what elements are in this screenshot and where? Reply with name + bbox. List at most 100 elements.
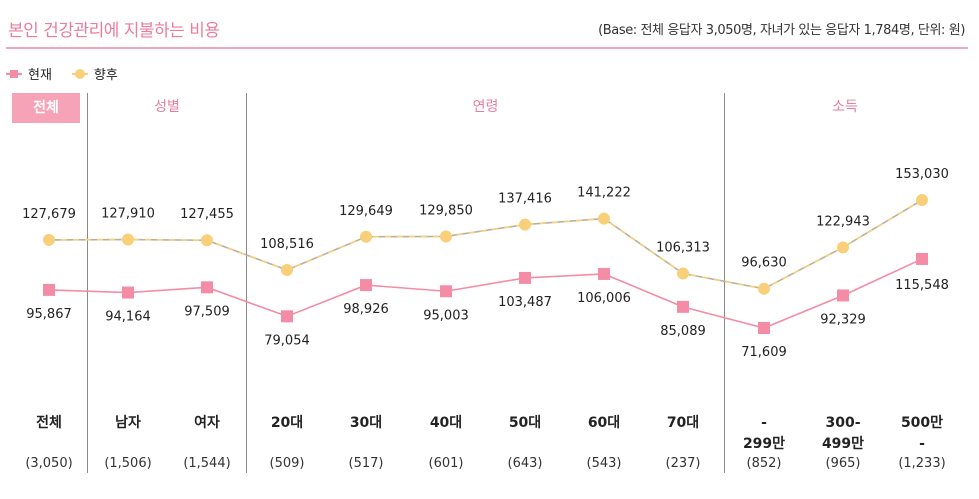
data-label-current: 79,054 — [264, 333, 310, 348]
legend-label-current: 현재 — [28, 68, 52, 83]
category-label: 300- 499만 — [803, 413, 883, 455]
category-label-line: - — [761, 415, 767, 431]
group-label-total: 전체 — [12, 93, 80, 123]
data-point-future — [916, 194, 928, 207]
title-divider — [6, 47, 968, 49]
data-label-current: 97,509 — [184, 304, 230, 319]
group-label-age: 연령 — [472, 99, 499, 115]
category-label-line: 전체 — [36, 415, 62, 431]
data-label-current: 95,003 — [423, 308, 469, 323]
data-label-current: 95,867 — [26, 307, 72, 322]
category-label: 500만 - — [882, 413, 962, 455]
category-label-line: - — [919, 436, 925, 452]
data-label-current: 94,164 — [105, 310, 151, 325]
category-label-line: 299만 — [742, 436, 786, 452]
category-label: 여자 — [167, 413, 247, 434]
data-point-future — [43, 233, 55, 246]
data-label-future: 127,455 — [180, 207, 234, 222]
data-point-future — [281, 264, 293, 277]
sample-size-label: (509) — [269, 456, 305, 471]
legend-item-current: 현재 — [6, 64, 52, 83]
data-point-current — [837, 289, 849, 302]
category-label-line: 70대 — [666, 415, 700, 431]
data-point-future — [360, 230, 372, 243]
circle-marker-icon — [71, 68, 88, 79]
sample-size-label: (965) — [825, 456, 861, 471]
sample-size-label: (543) — [586, 456, 622, 471]
data-point-current — [281, 310, 293, 323]
category-label-line: 남자 — [115, 415, 141, 431]
category-label-line: 300- — [825, 415, 861, 431]
data-label-future: 141,222 — [577, 186, 631, 201]
sample-size-label: (517) — [348, 456, 384, 471]
category-label-line: 50대 — [508, 415, 542, 431]
sample-size-label: (1,233) — [898, 456, 946, 471]
data-label-current: 98,926 — [343, 302, 389, 317]
category-label: 전체 — [9, 413, 89, 434]
data-label-future: 96,630 — [741, 256, 787, 271]
square-marker-icon — [6, 69, 22, 79]
category-label-line: 40대 — [429, 415, 463, 431]
data-label-current: 115,548 — [895, 278, 949, 293]
data-point-future — [598, 212, 610, 225]
data-point-future — [201, 234, 213, 247]
category-label-line: 500만 — [900, 415, 944, 431]
data-point-current — [916, 252, 928, 265]
sample-size-label: (852) — [746, 456, 782, 471]
data-label-future: 127,679 — [22, 207, 76, 222]
sample-size-label: (1,544) — [183, 456, 231, 471]
series-line-current — [48, 258, 923, 329]
legend-label-future: 향후 — [93, 68, 118, 83]
group-divider — [87, 93, 88, 473]
data-label-current: 85,089 — [660, 324, 706, 339]
data-label-future: 106,313 — [656, 240, 710, 255]
base-note: (Base: 전체 응답자 3,050명, 자녀가 있는 응답자 1,784명,… — [598, 23, 965, 38]
series-line-future-dash — [48, 199, 923, 290]
sample-size-label: (1,506) — [104, 456, 152, 471]
category-label: 30대 — [326, 413, 406, 434]
data-label-current: 71,609 — [741, 345, 787, 360]
data-point-future — [677, 267, 689, 280]
data-point-current — [519, 271, 531, 284]
data-label-future: 129,649 — [339, 204, 393, 219]
chart-title: 본인 건강관리에 지불하는 비용 — [8, 21, 220, 41]
data-label-future: 153,030 — [895, 167, 949, 182]
category-label-line: 60대 — [587, 415, 621, 431]
data-point-current — [758, 322, 770, 335]
category-label-line: 499만 — [821, 436, 865, 452]
category-label: 40대 — [406, 413, 486, 434]
category-label: 70대 — [643, 413, 723, 434]
category-label: - 299만 — [724, 413, 804, 455]
data-label-future: 137,416 — [498, 192, 552, 207]
data-label-future: 108,516 — [260, 237, 314, 252]
data-point-future — [758, 282, 770, 295]
category-label: 남자 — [88, 413, 168, 434]
category-label-line: 30대 — [349, 415, 383, 431]
legend-item-future: 향후 — [71, 64, 118, 83]
data-point-current — [598, 267, 610, 280]
legend: 현재 향후 — [6, 64, 132, 83]
sample-size-label: (3,050) — [25, 456, 73, 471]
data-point-current — [360, 279, 372, 292]
category-label-line: 여자 — [194, 415, 220, 431]
data-point-future — [837, 241, 849, 254]
data-label-current: 92,329 — [820, 312, 866, 327]
category-label-line: 20대 — [270, 415, 304, 431]
data-point-future — [519, 218, 531, 231]
data-point-current — [440, 285, 452, 298]
group-divider — [246, 93, 247, 473]
data-point-current — [201, 281, 213, 294]
data-point-current — [43, 283, 55, 296]
data-label-current: 103,487 — [498, 295, 552, 310]
data-label-future: 127,910 — [101, 207, 155, 222]
data-label-future: 129,850 — [419, 203, 473, 218]
group-label-income: 소득 — [832, 99, 858, 115]
group-divider — [724, 93, 725, 473]
category-label: 60대 — [564, 413, 644, 434]
data-label-future: 122,943 — [816, 214, 870, 229]
data-point-current — [122, 286, 134, 299]
group-label-gender: 성별 — [154, 99, 180, 115]
sample-size-label: (643) — [507, 456, 543, 471]
data-point-future — [440, 230, 452, 243]
